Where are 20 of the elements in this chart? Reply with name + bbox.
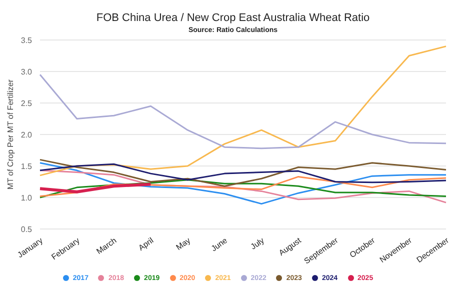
- line-series: [39, 158, 447, 187]
- line-series: [39, 162, 447, 205]
- x-tick-label: May: [174, 236, 192, 252]
- line-series: [38, 182, 152, 194]
- y-tick-label: 3.5: [20, 36, 33, 45]
- line-series: [39, 176, 447, 197]
- chart-title: FOB China Urea / New Crop East Australia Wheat Ratio: [95, 12, 371, 24]
- x-tick-label: July: [249, 236, 266, 252]
- line-series: [39, 74, 447, 150]
- y-tick-label: 2.5: [20, 98, 33, 108]
- line-series: [39, 179, 447, 198]
- y-tick-label: 2.0: [20, 130, 33, 140]
- y-tick-label: 1.0: [20, 193, 33, 202]
- x-tick-label: June: [210, 236, 230, 254]
- y-axis-title: MT of Crop Per MT of Fertilizer: [6, 79, 15, 190]
- y-tick-label: 3.0: [20, 67, 33, 76]
- y-tick-label: 0.5: [20, 224, 33, 234]
- line-series: [39, 46, 447, 176]
- line-series: [39, 163, 447, 184]
- y-tick-label: 1.5: [20, 162, 33, 171]
